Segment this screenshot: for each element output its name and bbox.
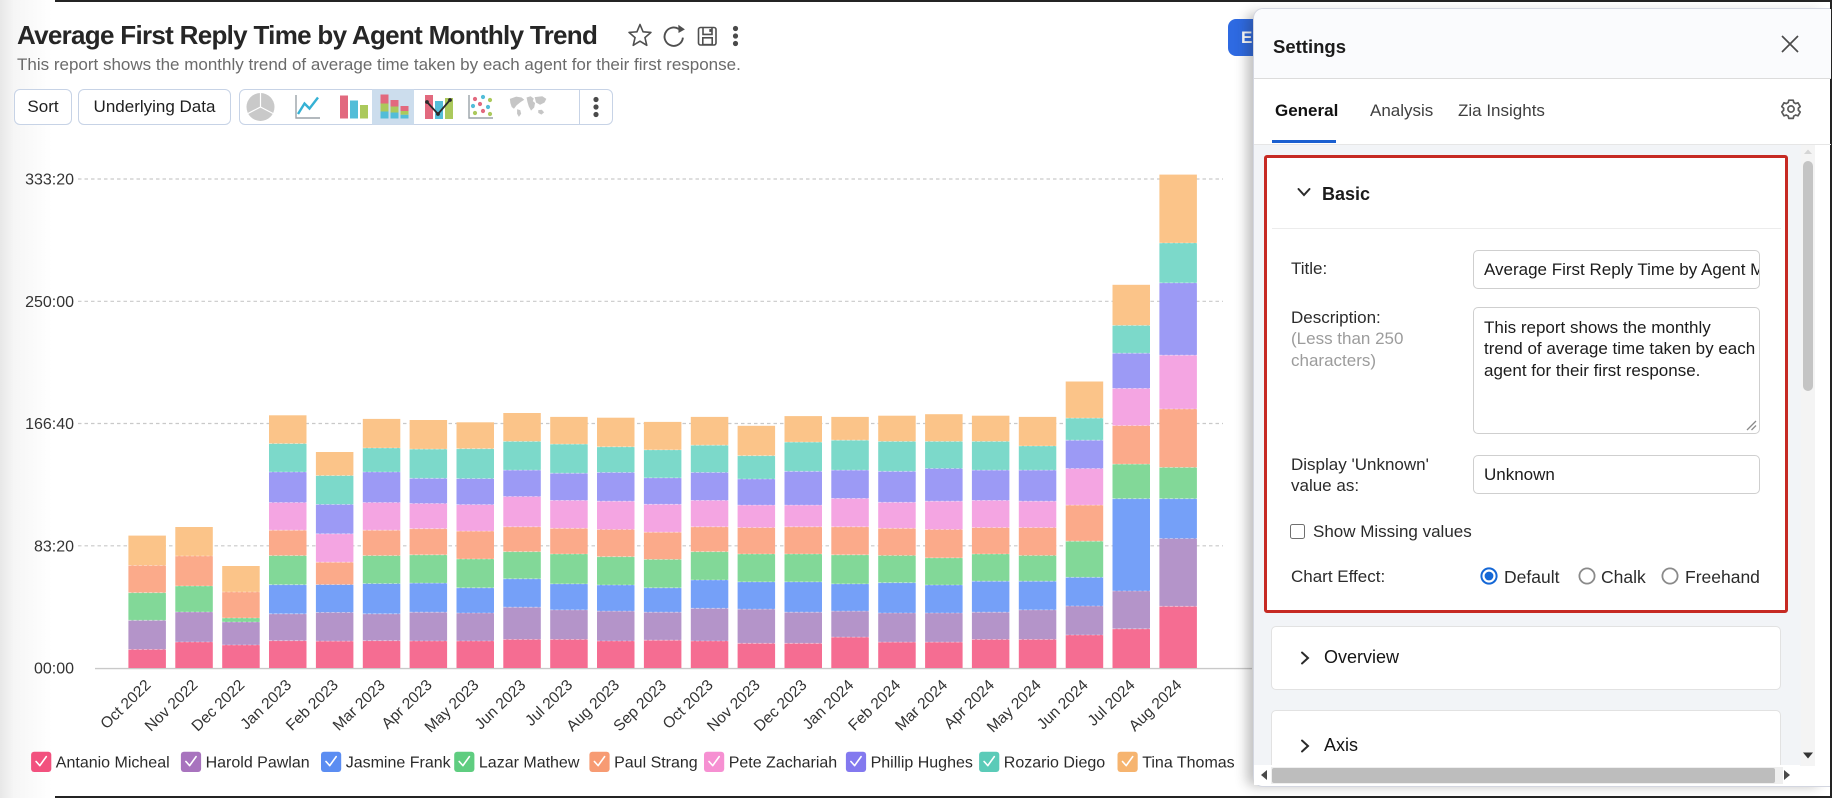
svg-text:Lazar Mathew: Lazar Mathew bbox=[479, 754, 580, 771]
svg-text:333:20: 333:20 bbox=[25, 172, 74, 189]
svg-text:Mar 2023: Mar 2023 bbox=[330, 677, 389, 735]
svg-text:Phillip Hughes: Phillip Hughes bbox=[871, 754, 973, 771]
svg-text:Jasmine Frank: Jasmine Frank bbox=[346, 754, 452, 771]
svg-text:83:20: 83:20 bbox=[34, 538, 74, 555]
svg-text:Jun 2024: Jun 2024 bbox=[1034, 676, 1092, 733]
svg-text:00:00: 00:00 bbox=[34, 661, 74, 678]
svg-text:Mar 2024: Mar 2024 bbox=[892, 676, 951, 734]
svg-text:166:40: 166:40 bbox=[25, 416, 74, 433]
svg-text:250:00: 250:00 bbox=[25, 294, 74, 311]
svg-text:Harold Pawlan: Harold Pawlan bbox=[206, 754, 310, 771]
svg-text:Pete Zachariah: Pete Zachariah bbox=[729, 754, 838, 771]
svg-text:Paul Strang: Paul Strang bbox=[614, 754, 698, 771]
svg-text:Antanio Micheal: Antanio Micheal bbox=[56, 754, 170, 771]
svg-text:Tina Thomas: Tina Thomas bbox=[1142, 754, 1234, 771]
svg-text:Rozario Diego: Rozario Diego bbox=[1004, 754, 1105, 771]
svg-text:Jun 2023: Jun 2023 bbox=[472, 677, 530, 734]
